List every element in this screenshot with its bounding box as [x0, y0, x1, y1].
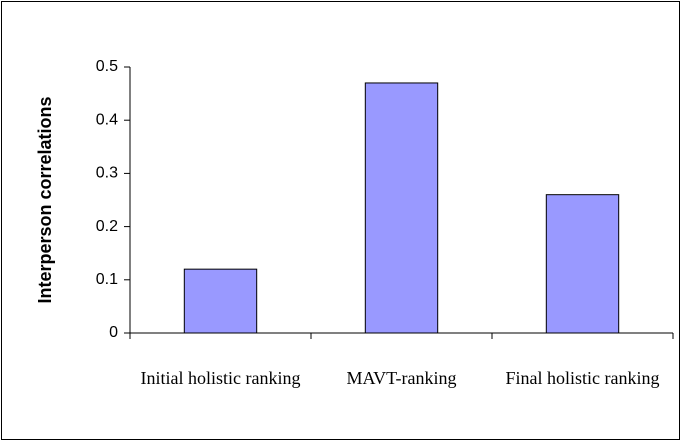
y-tick-label: 0.5	[96, 58, 118, 75]
y-axis-title: Interperson correlations	[35, 96, 55, 303]
bar	[183, 268, 258, 334]
y-tick-label: 0.1	[96, 271, 118, 288]
bar	[364, 82, 439, 334]
y-tick-label: 0.3	[96, 165, 118, 182]
x-tick-label: MAVT-ranking	[346, 368, 457, 388]
y-tick-label: 0.4	[96, 111, 118, 128]
x-tick-label: Initial holistic ranking	[140, 368, 301, 388]
x-tick-label: Final holistic ranking	[505, 368, 660, 388]
bar	[545, 194, 620, 334]
y-tick-label: 0.2	[96, 218, 118, 235]
y-tick-label: 0	[109, 324, 118, 341]
